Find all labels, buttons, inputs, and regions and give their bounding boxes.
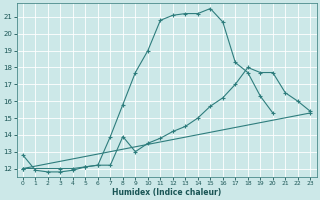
X-axis label: Humidex (Indice chaleur): Humidex (Indice chaleur) bbox=[112, 188, 221, 197]
